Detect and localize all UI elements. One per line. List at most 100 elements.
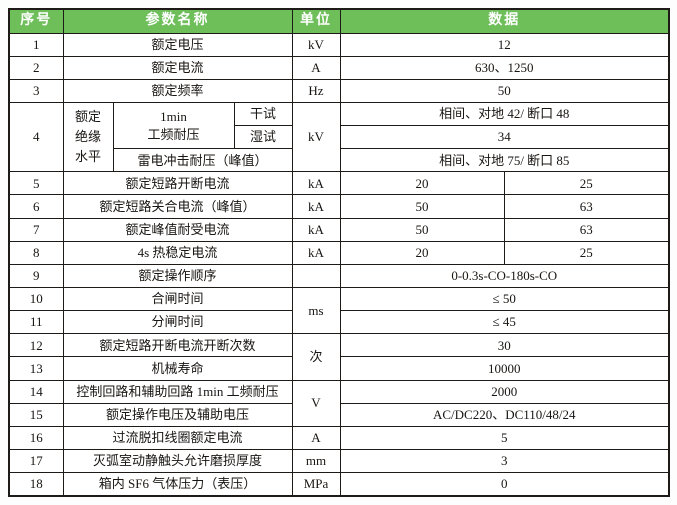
cell-no: 4 (8, 101, 64, 173)
cell-data-right: 63 (503, 194, 670, 219)
table-row: 10 合闸时间 ms ≤ 50 (8, 287, 670, 335)
cell-data: 0-0.3s-CO-180s-CO (339, 263, 670, 289)
header-cell-param: 参数名称 (62, 8, 293, 34)
cell-data: 3 (339, 449, 670, 474)
cell-unit-merged: ms (291, 287, 341, 335)
cell-param: 控制回路和辅助回路 1min 工频耐压 (62, 379, 293, 404)
cell-unit-empty (291, 263, 341, 289)
table-row-insulation-lightning: 雷电冲击耐压（峰值） 相间、对地 75/ 断口 85 (9, 148, 670, 173)
cell-no: 15 (8, 402, 64, 427)
cell-no: 6 (8, 194, 64, 219)
cell-data-left: 50 (339, 217, 505, 242)
cell-param: 额定操作顺序 (62, 263, 293, 289)
table-row: 9 额定操作顺序 0-0.3s-CO-180s-CO (8, 263, 670, 289)
cell-data-right: 25 (503, 240, 670, 265)
cell-no: 11 (8, 310, 64, 335)
cell-no: 17 (8, 449, 64, 474)
cell-param: 箱内 SF6 气体压力（表压） (62, 472, 293, 497)
cell-unit: kA (291, 171, 341, 196)
cell-data-right: 25 (503, 171, 670, 196)
cell-data-left: 50 (339, 194, 505, 219)
cell-unit-merged: 次 (291, 333, 341, 381)
cell-no: 16 (8, 425, 64, 451)
cell-data-left: 20 (339, 240, 505, 265)
header-cell-unit: 单位 (291, 8, 341, 34)
freq-line-2: 工频耐压 (147, 126, 200, 142)
cell-param: 机械寿命 (62, 356, 293, 381)
table-row: 3 额定频率 Hz 50 (8, 78, 670, 103)
table-row: 11 分闸时间 ≤ 45 (8, 310, 670, 335)
table-row: 7 额定峰值耐受电流 kA 50 63 (8, 217, 670, 242)
cell-data-right: 63 (503, 217, 670, 242)
cell-data-left: 20 (339, 171, 505, 196)
cell-data: 30 (339, 333, 670, 358)
cell-data: ≤ 45 (339, 310, 670, 335)
cell-no: 9 (8, 263, 64, 289)
cell-lightning-impulse: 雷电冲击耐压（峰值） (112, 148, 293, 173)
cell-param: 额定短路开断电流开断次数 (62, 333, 293, 358)
cell-insulation-group-label: 额定绝缘水平 (62, 101, 114, 173)
table-row: 8 4s 热稳定电流 kA 20 25 (8, 240, 670, 265)
cell-unit: kV (291, 101, 341, 173)
cell-data: 630、1250 (339, 55, 670, 80)
table-row: 15 额定操作电压及辅助电压 AC/DC220、DC110/48/24 (8, 402, 670, 427)
cell-data: AC/DC220、DC110/48/24 (339, 402, 670, 427)
header-row: 序号 参数名称 单位 数据 (8, 8, 670, 34)
table-row: 16 过流脱扣线圈额定电流 A 5 (8, 425, 670, 451)
cell-no: 13 (8, 356, 64, 381)
header-cell-data: 数据 (339, 8, 670, 34)
cell-unit: mm (291, 449, 341, 474)
cell-no: 5 (8, 171, 64, 196)
cell-data: ≤ 50 (339, 287, 670, 312)
cell-data: 2000 (339, 379, 670, 404)
group-line: 额定 (74, 108, 101, 124)
cell-param: 4s 热稳定电流 (62, 240, 293, 265)
cell-unit: kV (291, 32, 341, 57)
cell-unit: A (291, 425, 341, 451)
cell-unit: kA (291, 217, 341, 242)
cell-no: 1 (8, 32, 64, 57)
cell-no: 18 (8, 472, 64, 497)
table-row: 12 额定短路开断电流开断次数 次 30 (8, 333, 670, 381)
table-row: 14 控制回路和辅助回路 1min 工频耐压 V 2000 (8, 379, 670, 427)
cell-unit-merged: V (291, 379, 341, 427)
cell-data: 5 (339, 425, 670, 451)
cell-no: 8 (8, 240, 64, 265)
cell-unit: A (291, 55, 341, 80)
cell-data-lightning: 相间、对地 75/ 断口 85 (339, 148, 670, 173)
cell-no: 7 (8, 217, 64, 242)
insulation-group-lines: 额定绝缘水平 (74, 107, 101, 167)
cell-no: 12 (8, 333, 64, 358)
group-line: 水平 (74, 149, 101, 165)
cell-data-dry: 相间、对地 42/ 断口 48 (339, 101, 670, 127)
cell-data: 0 (339, 472, 670, 497)
cell-param: 分闸时间 (62, 310, 293, 335)
cell-param: 额定电流 (62, 55, 293, 80)
cell-param: 额定峰值耐受电流 (62, 217, 293, 242)
cell-param: 过流脱扣线圈额定电流 (62, 425, 293, 451)
cell-data: 10000 (339, 356, 670, 381)
cell-no: 14 (8, 379, 64, 404)
table-row: 17 灭弧室动静触头允许磨损厚度 mm 3 (8, 449, 670, 474)
table-row-insulation-dry: 4 额定绝缘水平 1min 工频耐压 干试 kV 相间、对地 42/ 断口 48 (8, 101, 670, 173)
group-line: 绝缘 (74, 129, 101, 145)
cell-unit: Hz (291, 78, 341, 103)
cell-param: 额定短路开断电流 (62, 171, 293, 196)
cell-unit: MPa (291, 472, 341, 497)
cell-data-wet: 34 (339, 125, 670, 150)
table-row-insulation-wet: 湿试 34 (9, 125, 670, 150)
cell-unit: kA (291, 240, 341, 265)
table-row: 18 箱内 SF6 气体压力（表压） MPa 0 (8, 472, 670, 497)
cell-no: 3 (8, 78, 64, 103)
cell-param: 灭弧室动静触头允许磨损厚度 (62, 449, 293, 474)
cell-no: 2 (8, 55, 64, 80)
table-row: 1 额定电压 kV 12 (8, 32, 670, 57)
cell-data: 50 (339, 78, 670, 103)
cell-param: 合闸时间 (62, 287, 293, 312)
cell-data: 12 (339, 32, 670, 57)
cell-power-frequency-withstand: 1min 工频耐压 (112, 101, 235, 150)
cell-param: 额定电压 (62, 32, 293, 57)
table-row: 6 额定短路关合电流（峰值） kA 50 63 (8, 194, 670, 219)
cell-param: 额定频率 (62, 78, 293, 103)
cell-no: 10 (8, 287, 64, 312)
